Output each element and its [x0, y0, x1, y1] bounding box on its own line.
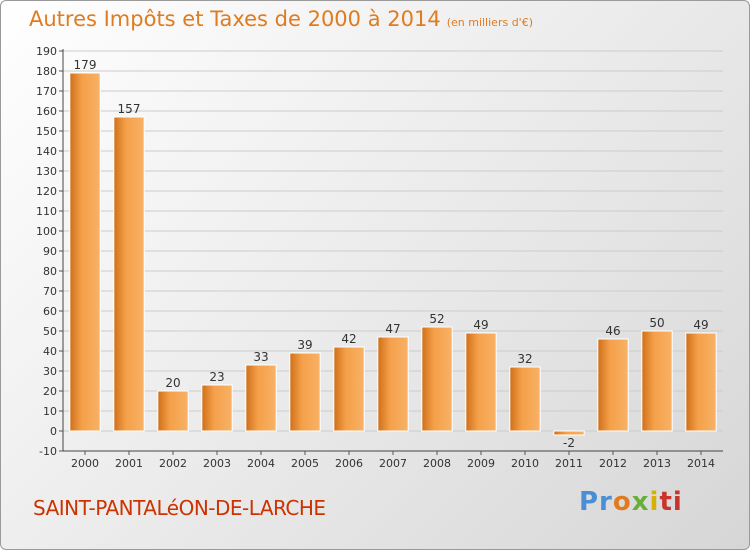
y-tick-label: 10 [43, 405, 57, 418]
data-label-2000: 179 [74, 58, 97, 72]
x-tick-label-2008: 2008 [423, 457, 451, 470]
proxiti-logo[interactable]: Proxiti [579, 487, 683, 517]
bar-2013 [641, 330, 673, 432]
y-tick-label: 40 [43, 345, 57, 358]
bar-2002 [157, 390, 189, 432]
y-tick-label: 30 [43, 365, 57, 378]
data-labels: 179 157 20 23 33 39 42 47 52 49 32 -2 46 50 49 [74, 58, 709, 450]
y-tick-label: 130 [36, 165, 57, 178]
y-tick-label: 150 [36, 125, 57, 138]
x-tick-label-2007: 2007 [379, 457, 407, 470]
x-tick-label-2011: 2011 [555, 457, 583, 470]
x-tick-label-2000: 2000 [71, 457, 99, 470]
data-label-2001: 157 [118, 102, 141, 116]
data-label-2012: 46 [605, 324, 620, 338]
data-label-2005: 39 [297, 338, 312, 352]
chart-unit: (en milliers d'€) [446, 16, 533, 29]
bar-2007 [377, 336, 409, 432]
y-tick-label: 0 [50, 425, 57, 438]
bar-2004 [245, 364, 277, 432]
x-tick-label-2014: 2014 [687, 457, 715, 470]
data-label-2011: -2 [563, 436, 575, 450]
data-label-2008: 52 [429, 312, 444, 326]
x-tick-label-2012: 2012 [599, 457, 627, 470]
commune-name: SAINT-PANTALéON-DE-LARCHE [33, 496, 326, 520]
bar-2003 [201, 384, 233, 432]
bar-2005 [289, 352, 321, 432]
data-label-2006: 42 [341, 332, 356, 346]
y-tick-labels: -10 0 10 20 30 40 50 60 70 80 90 100 110 120 130 140 150… [36, 45, 57, 458]
y-tick-label: 120 [36, 185, 57, 198]
data-label-2010: 32 [517, 352, 532, 366]
x-tick-label-2002: 2002 [159, 457, 187, 470]
data-label-2003: 23 [209, 370, 224, 384]
x-tick-label-2001: 2001 [115, 457, 143, 470]
data-label-2007: 47 [385, 322, 400, 336]
y-tick-label: 170 [36, 85, 57, 98]
y-tick-label: 50 [43, 325, 57, 338]
y-tick-label: 80 [43, 265, 57, 278]
y-tick-label: 180 [36, 65, 57, 78]
bar-2014 [685, 332, 717, 432]
bar-2006 [333, 346, 365, 432]
x-tick-label-2009: 2009 [467, 457, 495, 470]
y-tick-label: 70 [43, 285, 57, 298]
x-tick-label-2003: 2003 [203, 457, 231, 470]
y-tick-label: 100 [36, 225, 57, 238]
y-tick-label: -10 [39, 445, 57, 458]
y-tick-label: 160 [36, 105, 57, 118]
data-label-2014: 49 [693, 318, 708, 332]
bar-2008 [421, 326, 453, 432]
chart-title: Autres Impôts et Taxes de 2000 à 2014 (en… [29, 7, 533, 31]
y-tick-label: 140 [36, 145, 57, 158]
y-tick-label: 190 [36, 45, 57, 58]
bar-2001 [113, 116, 145, 432]
data-label-2013: 50 [649, 316, 664, 330]
data-label-2004: 33 [253, 350, 268, 364]
y-tick-label: 110 [36, 205, 57, 218]
data-label-2002: 20 [165, 376, 180, 390]
bars [69, 72, 717, 436]
x-tick-labels: 2000 2001 2002 2003 2004 2005 2006 2007 2008 2009… [71, 451, 715, 470]
chart-title-text: Autres Impôts et Taxes de 2000 à 2014 [29, 7, 441, 31]
bar-2012 [597, 338, 629, 432]
data-label-2009: 49 [473, 318, 488, 332]
x-tick-label-2004: 2004 [247, 457, 275, 470]
bar-2011 [553, 430, 585, 436]
y-tick-label: 60 [43, 305, 57, 318]
bar-2009 [465, 332, 497, 432]
x-tick-label-2005: 2005 [291, 457, 319, 470]
bar-2010 [509, 366, 541, 432]
x-tick-label-2006: 2006 [335, 457, 363, 470]
y-tick-label: 20 [43, 385, 57, 398]
x-tick-label-2013: 2013 [643, 457, 671, 470]
x-tick-label-2010: 2010 [511, 457, 539, 470]
bar-2000 [69, 72, 101, 432]
y-tick-label: 90 [43, 245, 57, 258]
